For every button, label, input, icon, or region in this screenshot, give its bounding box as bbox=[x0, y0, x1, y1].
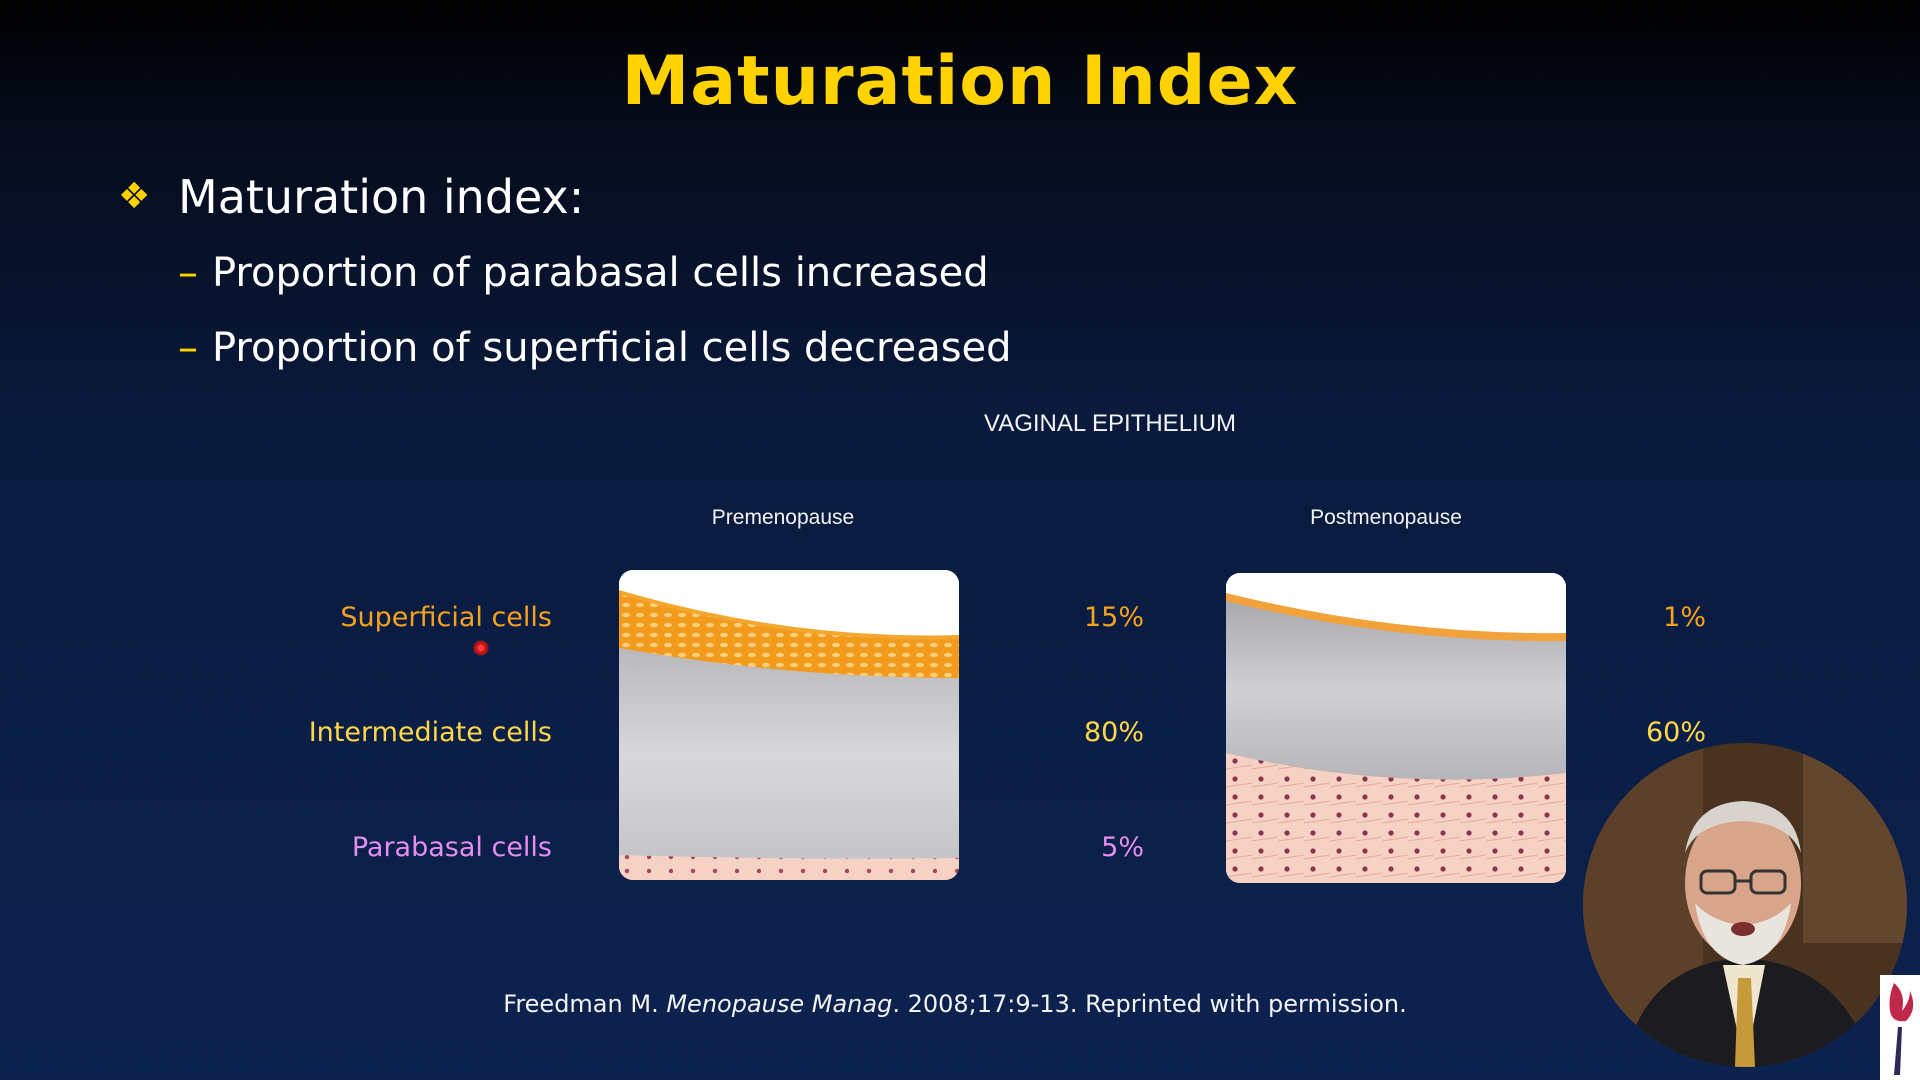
main-bullet: ❖ Maturation index: bbox=[118, 170, 584, 224]
column-label-premenopause: Premenopause bbox=[711, 506, 855, 529]
postmenopause-epithelium-image bbox=[1226, 573, 1566, 883]
row-label-intermediate: Intermediate cells bbox=[308, 717, 552, 748]
main-bullet-text: Maturation index: bbox=[178, 170, 585, 224]
postmenopause-illustration bbox=[1226, 573, 1566, 883]
postmenopause-superficial-value: 1% bbox=[1663, 602, 1706, 633]
premenopause-superficial-value: 15% bbox=[1083, 602, 1144, 633]
sub-bullet-text: Proportion of superficial cells decrease… bbox=[212, 325, 1012, 371]
presenter-webcam bbox=[1583, 743, 1907, 1067]
row-label-parabasal: Parabasal cells bbox=[351, 832, 552, 863]
slide-title: Maturation Index bbox=[621, 42, 1299, 121]
torch-logo-icon bbox=[1889, 983, 1914, 1075]
sub-bullet: – Proportion of parabasal cells increase… bbox=[178, 250, 989, 296]
row-label-superficial: Superficial cells bbox=[340, 602, 552, 633]
citation: Freedman M. Menopause Manag. 2008;17:9-1… bbox=[0, 990, 1910, 1018]
postmenopause-intermediate-value: 60% bbox=[1645, 717, 1706, 748]
sub-bullet-text: Proportion of parabasal cells increased bbox=[212, 250, 989, 296]
citation-details: . 2008;17:9-13. Reprinted with permissio… bbox=[892, 990, 1407, 1018]
presenter-video-icon bbox=[1583, 743, 1907, 1067]
premenopause-intermediate-value: 80% bbox=[1083, 717, 1144, 748]
dash-icon: – bbox=[178, 325, 198, 371]
dash-icon: – bbox=[178, 250, 198, 296]
figure-title: VAGINAL EPITHELIUM bbox=[983, 410, 1237, 437]
citation-journal: Menopause Manag bbox=[666, 990, 893, 1018]
column-label-postmenopause: Postmenopause bbox=[1310, 506, 1462, 529]
laser-pointer-icon bbox=[473, 640, 489, 656]
premenopause-illustration bbox=[619, 570, 959, 880]
premenopause-epithelium-image bbox=[619, 570, 959, 880]
institution-logo bbox=[1880, 975, 1920, 1080]
premenopause-parabasal-value: 5% bbox=[1101, 832, 1144, 863]
diamond-bullet-icon: ❖ bbox=[118, 176, 151, 217]
citation-author: Freedman M. bbox=[503, 990, 659, 1018]
sub-bullet: – Proportion of superficial cells decrea… bbox=[178, 325, 1012, 371]
